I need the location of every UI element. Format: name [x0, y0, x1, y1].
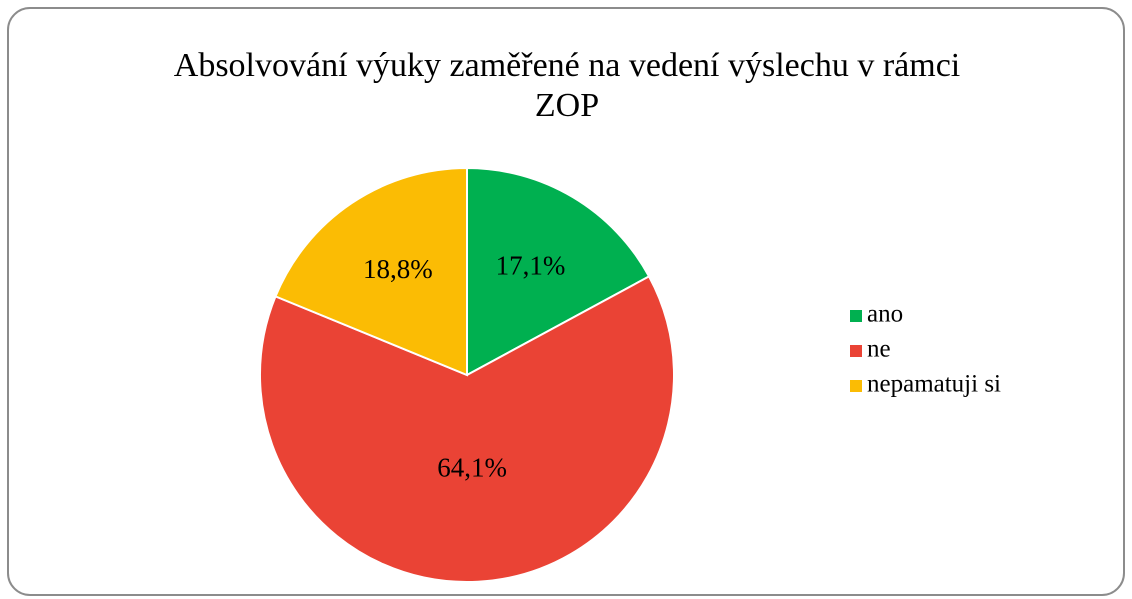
pie-slice [274, 166, 468, 377]
legend-swatch [850, 310, 862, 322]
legend-swatch [850, 345, 862, 357]
pie-slice [259, 275, 675, 583]
pie-slice [466, 166, 651, 377]
legend-label: ano [867, 301, 903, 328]
data-label: 17,1% [496, 250, 566, 280]
legend-label: nepamatuji si [867, 371, 1001, 398]
legend-swatch [850, 380, 862, 392]
legend-label: ne [867, 336, 891, 363]
chart-title: Absolvování výuky zaměřené na vedení výs… [173, 47, 961, 124]
data-label: 18,8% [363, 254, 433, 284]
data-label: 64,1% [437, 452, 507, 482]
